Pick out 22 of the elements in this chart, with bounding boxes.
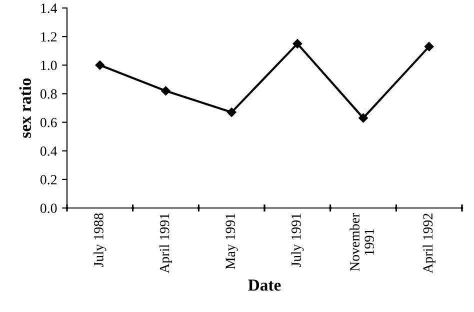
- y-axis-title: sex ratio: [19, 78, 31, 138]
- y-tick-label: 1.2: [41, 32, 57, 42]
- y-tick-label: 1.4: [41, 4, 58, 14]
- point: [226, 108, 236, 117]
- x-axis-title: Date: [248, 280, 281, 291]
- x-tick-label: April 1992: [422, 214, 436, 274]
- y-tick-label: 0.8: [40, 89, 57, 99]
- x-tick-label: July 1991: [291, 214, 304, 267]
- point: [358, 113, 368, 123]
- y-tick-label: 0.4: [40, 146, 58, 156]
- point: [95, 60, 105, 70]
- x-tick-label: April 1991: [159, 214, 172, 274]
- y-tick-label: 0.6: [40, 118, 57, 128]
- point: [292, 39, 302, 48]
- y-tick-label: 1.0: [41, 60, 57, 70]
- x-tick-label: May 1991: [226, 214, 238, 270]
- point: [424, 42, 434, 52]
- point: [161, 86, 170, 96]
- x-tick-label: November 1991: [350, 212, 374, 272]
- x-tick-label: July 1988: [94, 213, 106, 267]
- y-tick-label: 0.2: [40, 175, 57, 184]
- y-tick-label: 0.0: [40, 204, 57, 214]
